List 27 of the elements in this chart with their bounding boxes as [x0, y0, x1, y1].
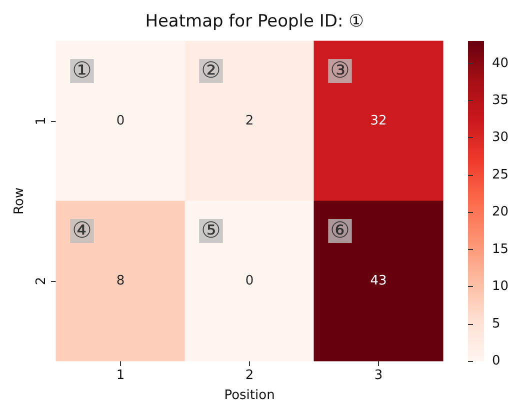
chart-title: Heatmap for People ID: ① — [145, 12, 364, 32]
color-bar-label: 25 — [492, 167, 509, 182]
annotation: ③ — [330, 58, 350, 84]
data-label: 43 — [370, 274, 387, 288]
annotation: ② — [201, 58, 221, 84]
y-axis-title: Row — [12, 187, 27, 215]
color-bar-label: 0 — [492, 354, 500, 368]
data-label: 8 — [116, 274, 125, 288]
color-bar-label: 35 — [492, 93, 509, 108]
color-bar-label: 30 — [492, 130, 509, 146]
data-label: 32 — [370, 114, 387, 128]
color-bar-label: 5 — [492, 316, 500, 332]
data-label: 0 — [245, 274, 254, 288]
color-bar-label: 20 — [492, 204, 509, 220]
color-bar-label: 40 — [492, 56, 509, 71]
annotation: ① — [72, 58, 92, 84]
annotation: ④ — [72, 218, 92, 244]
x-axis-title: Position — [224, 388, 275, 403]
annotation: ⑥ — [330, 218, 350, 244]
data-label: 2 — [245, 114, 254, 128]
x-tick-label: 1 — [116, 368, 125, 383]
x-tick-label: 2 — [245, 368, 254, 383]
data-label: 0 — [116, 114, 125, 128]
color-bar-label: 15 — [492, 242, 509, 257]
x-tick-label: 3 — [374, 368, 383, 383]
annotation: ⑤ — [201, 218, 221, 244]
color-bar-label: 10 — [492, 279, 509, 294]
